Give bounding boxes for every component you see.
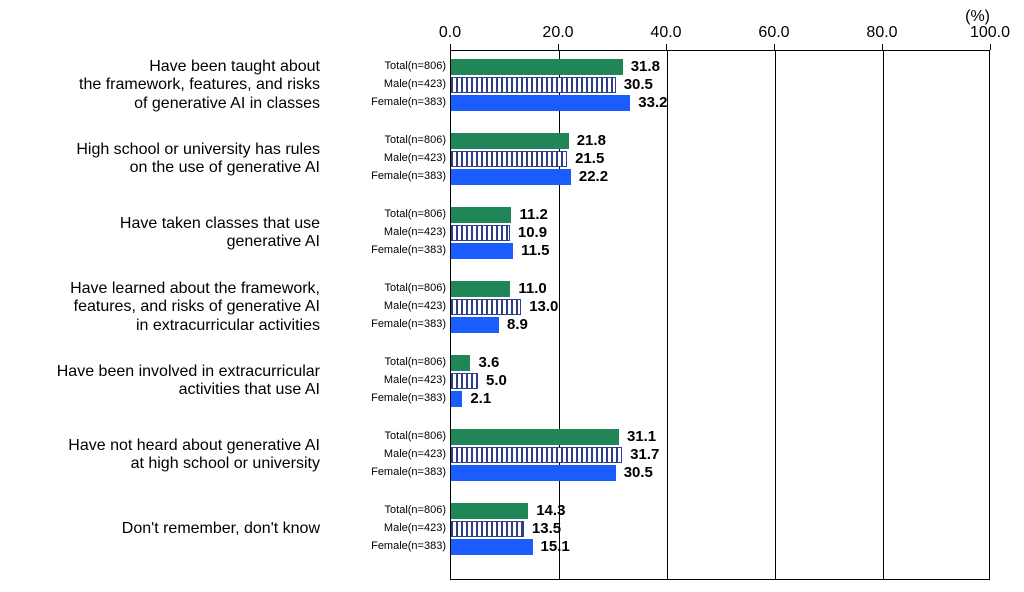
axis-tick-mark (450, 44, 451, 50)
bar-value-label: 10.9 (518, 224, 547, 241)
subgroup-label: Female(n=383) (371, 540, 446, 552)
subgroup-label: Female(n=383) (371, 96, 446, 108)
category-label: Have not heard about generative AI at hi… (10, 437, 320, 474)
bar-value-label: 30.5 (624, 76, 653, 93)
subgroup-label: Total(n=806) (385, 60, 446, 72)
bar-male (451, 521, 524, 537)
subgroup-label: Male(n=423) (384, 300, 446, 312)
bar-female (451, 465, 616, 481)
chart-container: (%) 31.830.533.221.821.522.211.210.911.5… (0, 0, 1024, 592)
axis-tick-mark (882, 44, 883, 50)
subgroup-label: Male(n=423) (384, 448, 446, 460)
subgroup-label: Total(n=806) (385, 356, 446, 368)
axis-tick-label: 20.0 (542, 24, 573, 42)
bar-total (451, 429, 619, 445)
subgroup-label: Female(n=383) (371, 392, 446, 404)
bar-male (451, 225, 510, 241)
bar-value-label: 11.5 (521, 242, 549, 259)
bar-total (451, 281, 510, 297)
axis-tick-mark (558, 44, 559, 50)
bar-female (451, 317, 499, 333)
bar-value-label: 31.7 (630, 446, 659, 463)
category-label: Have taken classes that use generative A… (10, 215, 320, 252)
bar-male (451, 447, 622, 463)
axis-tick-label: 40.0 (650, 24, 681, 42)
bar-value-label: 13.0 (529, 298, 558, 315)
subgroup-label: Total(n=806) (385, 282, 446, 294)
bar-value-label: 31.1 (627, 428, 656, 445)
axis-tick-label: 80.0 (866, 24, 897, 42)
bar-value-label: 14.3 (536, 502, 565, 519)
bar-value-label: 30.5 (624, 464, 653, 481)
bar-value-label: 2.1 (470, 390, 491, 407)
subgroup-label: Female(n=383) (371, 244, 446, 256)
bar-value-label: 11.2 (519, 206, 547, 223)
gridline (775, 51, 776, 579)
bar-total (451, 59, 623, 75)
subgroup-label: Male(n=423) (384, 226, 446, 238)
bar-value-label: 11.0 (518, 280, 546, 297)
bar-value-label: 5.0 (486, 372, 507, 389)
bar-value-label: 15.1 (541, 538, 570, 555)
bar-total (451, 133, 569, 149)
bar-total (451, 355, 470, 371)
category-label: High school or university has rules on t… (10, 141, 320, 178)
subgroup-label: Total(n=806) (385, 430, 446, 442)
subgroup-label: Total(n=806) (385, 504, 446, 516)
subgroup-label: Male(n=423) (384, 374, 446, 386)
subgroup-label: Female(n=383) (371, 170, 446, 182)
plot-area: 31.830.533.221.821.522.211.210.911.511.0… (450, 50, 990, 580)
bar-female (451, 539, 533, 555)
category-label: Have been involved in extracurricular ac… (10, 363, 320, 400)
bar-male (451, 151, 567, 167)
gridline (559, 51, 560, 579)
category-label: Don't remember, don't know (10, 520, 320, 538)
subgroup-label: Female(n=383) (371, 318, 446, 330)
bar-value-label: 3.6 (478, 354, 499, 371)
subgroup-label: Male(n=423) (384, 522, 446, 534)
category-label: Have learned about the framework, featur… (10, 280, 320, 335)
axis-tick-mark (774, 44, 775, 50)
subgroup-label: Total(n=806) (385, 208, 446, 220)
subgroup-label: Male(n=423) (384, 78, 446, 90)
axis-tick-label: 100.0 (970, 24, 1010, 42)
subgroup-label: Total(n=806) (385, 134, 446, 146)
subgroup-label: Female(n=383) (371, 466, 446, 478)
bar-female (451, 391, 462, 407)
axis-tick-mark (666, 44, 667, 50)
gridline (667, 51, 668, 579)
bar-value-label: 13.5 (532, 520, 561, 537)
bar-female (451, 95, 630, 111)
bar-male (451, 373, 478, 389)
bar-value-label: 33.2 (638, 94, 667, 111)
bar-value-label: 8.9 (507, 316, 528, 333)
bar-value-label: 22.2 (579, 168, 608, 185)
bar-value-label: 21.5 (575, 150, 604, 167)
category-label: Have been taught about the framework, fe… (10, 58, 320, 113)
axis-tick-label: 60.0 (758, 24, 789, 42)
subgroup-label: Male(n=423) (384, 152, 446, 164)
bar-male (451, 77, 616, 93)
gridline (883, 51, 884, 579)
axis-tick-mark (990, 44, 991, 50)
axis-tick-label: 0.0 (439, 24, 461, 42)
bar-total (451, 207, 511, 223)
bar-female (451, 243, 513, 259)
bar-female (451, 169, 571, 185)
bar-total (451, 503, 528, 519)
bar-male (451, 299, 521, 315)
bar-value-label: 21.8 (577, 132, 606, 149)
bar-value-label: 31.8 (631, 58, 660, 75)
